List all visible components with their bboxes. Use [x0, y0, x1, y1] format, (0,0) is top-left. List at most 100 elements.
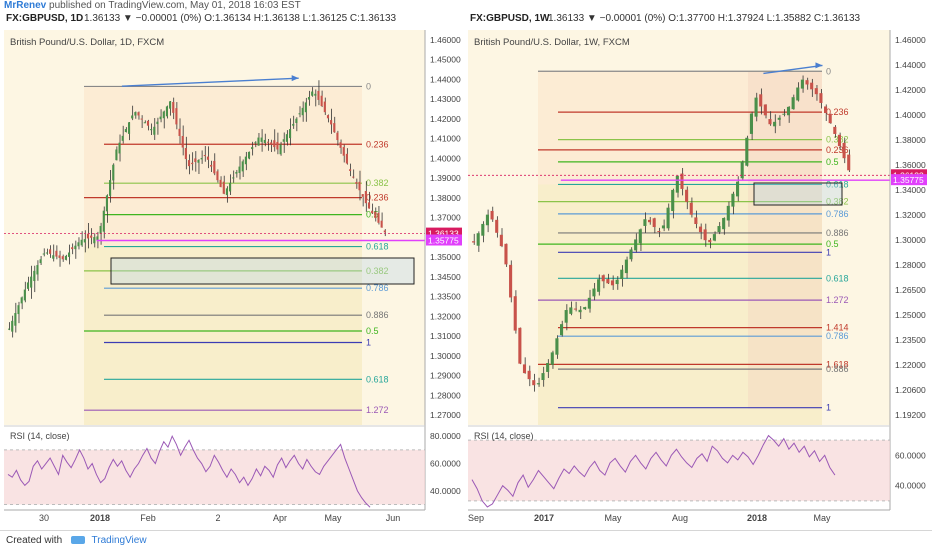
- candle-body: [536, 383, 540, 385]
- candle-body: [355, 182, 358, 184]
- candle-body: [717, 226, 721, 233]
- candle-body: [143, 122, 146, 124]
- x-tick-label: 2017: [534, 513, 554, 523]
- x-tick-label: May: [324, 513, 342, 523]
- fib-level-label: 0.786: [826, 209, 849, 219]
- candle-body: [490, 210, 494, 220]
- candle-body: [295, 118, 298, 123]
- fib-level-label: 0.382: [366, 178, 389, 188]
- candle-body: [837, 134, 842, 147]
- candle-body: [194, 158, 197, 163]
- last-price-label: 1.36133: [428, 229, 459, 239]
- candle-body: [317, 90, 320, 100]
- candle-body: [573, 308, 577, 310]
- rsi-band: [4, 449, 425, 505]
- candle-body: [273, 140, 276, 148]
- candle-body: [124, 129, 127, 133]
- support-box: [110, 257, 415, 285]
- y-tick-label: 1.39000: [430, 173, 461, 183]
- candle-body: [102, 210, 105, 232]
- rsi-line: [471, 434, 836, 508]
- candle-body: [247, 151, 251, 159]
- symbol-label: FX:GBPUSD, 1W: [470, 13, 550, 24]
- y-tick-label: 1.30000: [895, 235, 926, 245]
- candle-body: [282, 139, 285, 142]
- y-tick-label: 1.44000: [895, 60, 926, 70]
- candle-body: [244, 156, 247, 165]
- candle-body: [229, 182, 232, 192]
- candle-body: [555, 338, 559, 355]
- candle-body: [150, 129, 153, 131]
- candle-body: [722, 217, 726, 230]
- y-tick-label: 1.45000: [430, 55, 461, 65]
- candle-body: [643, 219, 647, 226]
- fib-level-label: 0.886: [366, 310, 389, 320]
- candle-body: [383, 230, 386, 233]
- trend-arrow-head: [815, 62, 823, 69]
- candle-body: [513, 296, 517, 331]
- candle-body: [495, 219, 499, 233]
- y-tick-label: 1.46000: [430, 35, 461, 45]
- candle-body: [216, 171, 219, 181]
- candle-body: [263, 139, 266, 144]
- fib-level-label: 0.786: [826, 331, 849, 341]
- candle-body: [648, 219, 652, 223]
- y-tick-label: 1.29000: [430, 371, 461, 381]
- x-tick-label: 2018: [90, 513, 110, 523]
- candle-body: [140, 118, 143, 120]
- fib-level-label: 0.382: [826, 197, 849, 207]
- author-name[interactable]: MrRenev: [4, 0, 47, 11]
- candle-body: [777, 117, 781, 120]
- candle-body: [828, 113, 832, 124]
- candle-body: [583, 307, 587, 310]
- fib-level-label: 0.5: [826, 239, 839, 249]
- candle-body: [791, 97, 795, 110]
- fib-zone-lower: [84, 246, 362, 425]
- candle-body: [289, 129, 292, 139]
- trend-arrow-line: [121, 77, 299, 87]
- candle-body: [759, 94, 763, 107]
- candle-body: [270, 142, 273, 145]
- candle-body: [172, 101, 175, 113]
- candle-body: [165, 106, 168, 117]
- candle-body: [115, 149, 118, 161]
- candle-body: [476, 233, 480, 246]
- candle-body: [624, 259, 628, 274]
- candle-body: [339, 142, 342, 148]
- fib-level-label: 0.618: [366, 242, 389, 252]
- candle-body: [754, 97, 758, 117]
- candle-body: [587, 297, 591, 309]
- candle-body: [178, 128, 181, 136]
- candle-body: [541, 373, 545, 381]
- candle-body: [504, 243, 508, 265]
- fib-level-label: 0.618: [826, 273, 849, 283]
- y-tick-label: 1.25000: [895, 310, 926, 320]
- candle-body: [254, 142, 257, 144]
- candle-body: [58, 255, 61, 258]
- y-tick-label: 1.40000: [430, 153, 461, 163]
- candle-body: [689, 202, 693, 215]
- candle-body: [80, 239, 83, 246]
- candle-body: [749, 113, 754, 134]
- candle-body: [127, 122, 131, 134]
- fib-level-label: 1.272: [826, 295, 849, 305]
- candle-body: [377, 212, 380, 223]
- chart-title: British Pound/U.S. Dollar, 1D, FXCM: [10, 37, 164, 48]
- rsi-tick-label: 80.0000: [430, 431, 461, 441]
- candle-body: [45, 252, 49, 254]
- candle-body: [698, 226, 703, 233]
- candle-body: [36, 265, 39, 275]
- fib-level-label: 0.236: [366, 139, 389, 149]
- candle-body: [546, 363, 550, 372]
- tradingview-brand[interactable]: TradingView: [91, 535, 147, 546]
- candle-body: [814, 88, 818, 95]
- candle-body: [740, 161, 744, 179]
- candle-body: [181, 135, 184, 148]
- rsi-line: [7, 434, 371, 508]
- candle-body: [371, 210, 374, 214]
- y-tick-label: 1.20600: [895, 385, 926, 395]
- candle-body: [326, 115, 330, 119]
- candle-body: [203, 155, 206, 157]
- fib-level-label: 1: [366, 338, 371, 348]
- candle-body: [206, 156, 210, 160]
